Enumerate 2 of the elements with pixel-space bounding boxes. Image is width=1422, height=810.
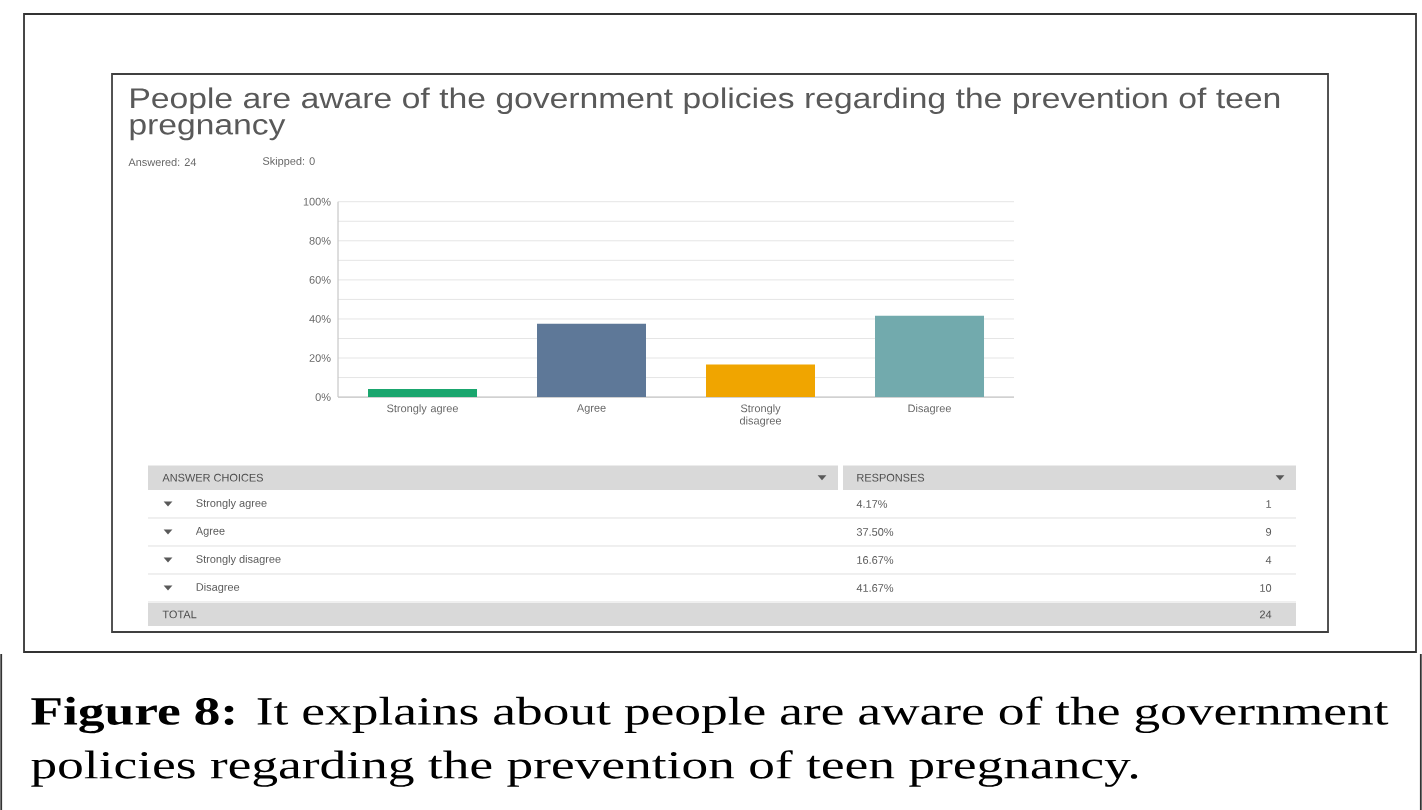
text: Figure 8: It explains about people are aware of the government policies regarding the prevention of teen pregnancy. bbox=[31, 696, 1389, 787]
chart-title: People are aware of the government policies regarding the prevention of teen pregnancy bbox=[130, 87, 1280, 141]
